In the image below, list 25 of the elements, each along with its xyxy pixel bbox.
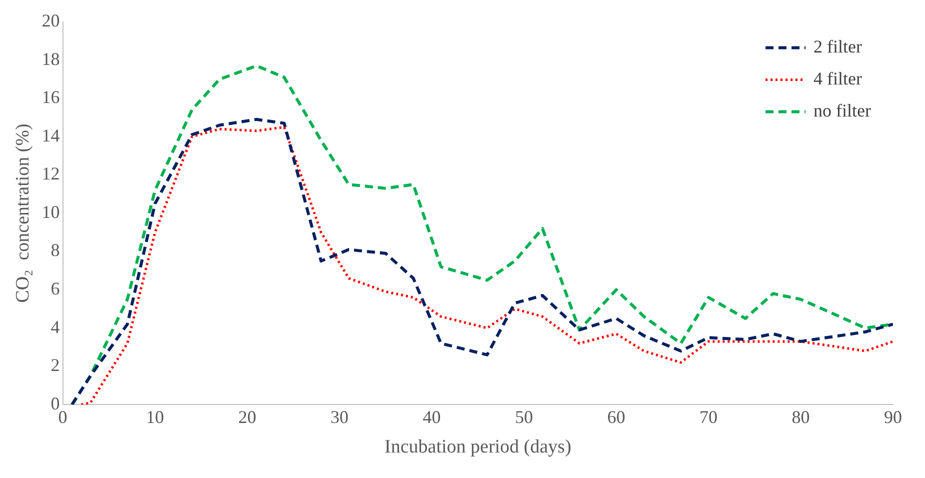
x-tick-label: 60 [607,407,626,428]
x-tick-label: 90 [884,407,902,428]
legend-label: 2 filter [814,36,862,57]
x-tick-label: 20 [238,407,256,428]
y-axis-title: CO₂ concentration (%) [12,124,34,303]
x-tick-label: 40 [422,407,441,428]
y-tick-label: 2 [50,355,60,376]
y-tick-label: 12 [42,164,60,184]
legend-label: no filter [814,100,872,121]
x-tick-label: 50 [515,407,534,428]
y-tick-label: 8 [50,240,60,260]
y-tick-label: 10 [42,202,60,222]
y-tick-label: 0 [50,393,60,414]
x-tick-label: 70 [700,407,718,428]
x-axis-title: Incubation period (days) [384,436,572,458]
y-tick-label: 4 [50,316,60,337]
y-tick-label: 18 [42,48,60,69]
x-tick-label: 80 [792,407,810,428]
y-tick-label: 6 [50,278,60,298]
x-tick-label: 10 [146,407,164,428]
x-tick-label: 30 [330,407,349,428]
y-tick-label: 14 [42,125,60,146]
y-tick-label: 20 [42,10,60,31]
legend-label: 4 filter [814,68,862,89]
y-tick-label: 16 [42,87,60,108]
